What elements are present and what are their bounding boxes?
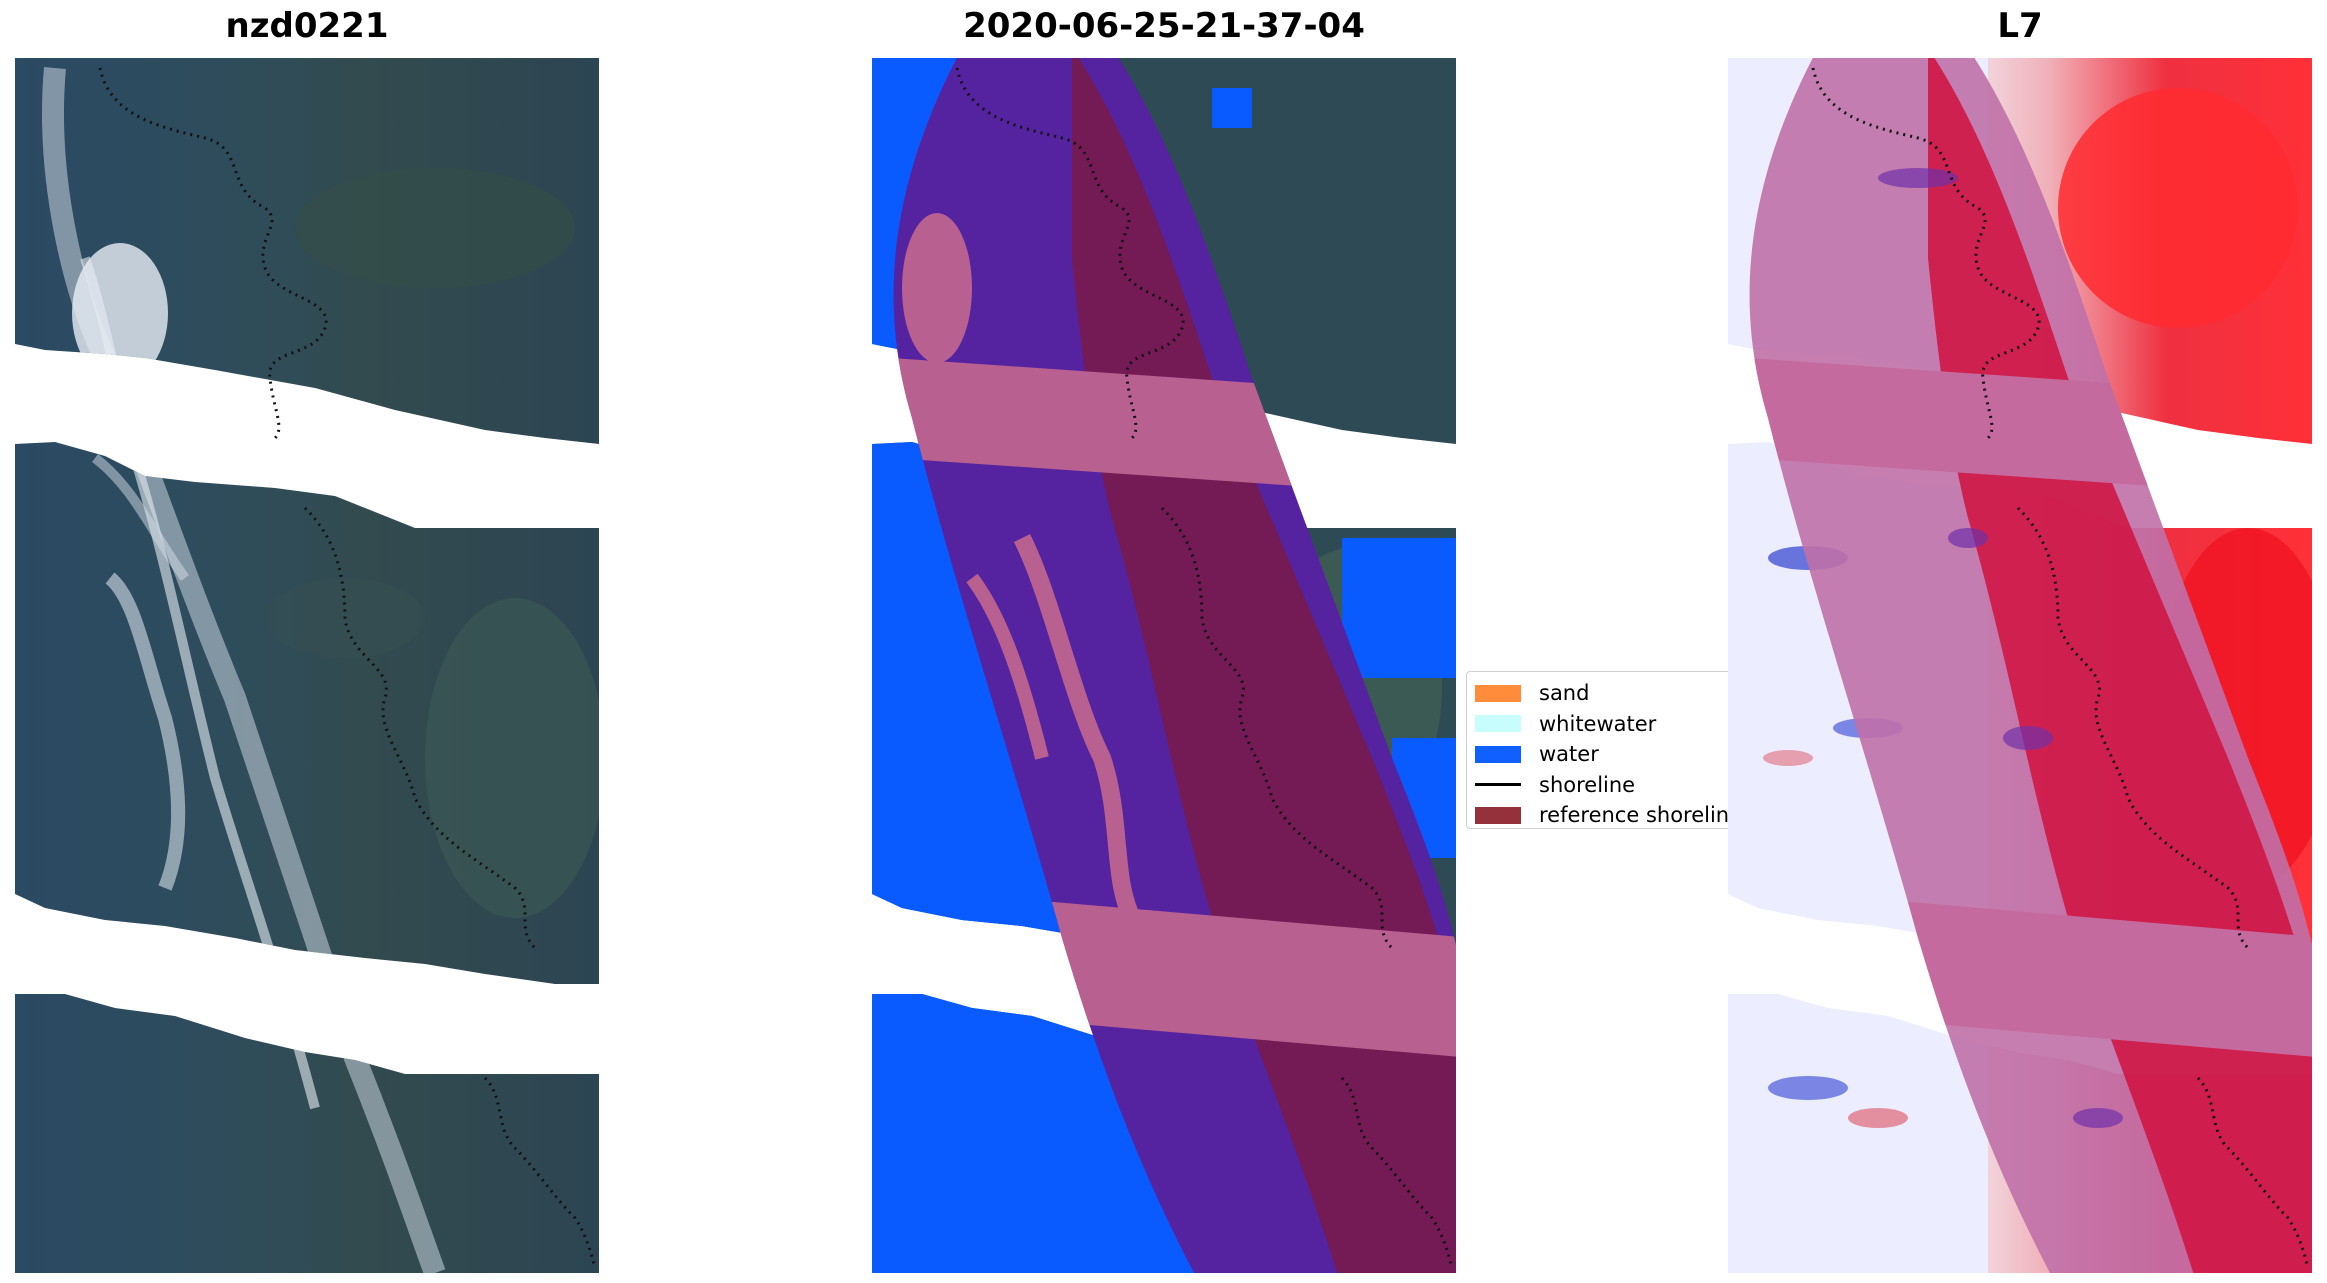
legend-item-sand: sand [1475,678,1733,709]
legend-item-water: water [1475,739,1733,770]
legend-swatch-whitewater [1475,715,1521,733]
panel-title-classified: 2020-06-25-21-37-04 [963,6,1365,46]
index-image [1728,58,2312,1273]
legend-item-reference-shoreline: reference shoreline [1475,800,1742,831]
legend-item-shoreline: shoreline [1475,770,1733,801]
legend-swatch-reference-shoreline [1475,806,1521,824]
panel-title-index: L7 [1997,6,2043,46]
legend-item-whitewater: whitewater [1475,709,1733,740]
legend-swatch-sand [1475,684,1521,702]
classified-image-panel [872,58,1456,1273]
legend-label: sand [1539,681,1590,706]
index-image-panel [1728,58,2312,1273]
panel-title-rgb: nzd0221 [225,6,389,46]
legend-label: water [1539,742,1599,767]
legend-swatch-water [1475,745,1521,763]
legend-label: reference shoreline [1539,803,1743,828]
legend: sand whitewater water shoreline referenc… [1466,671,1742,831]
legend-swatch-shoreline [1475,783,1521,787]
legend-label: shoreline [1539,772,1636,797]
rgb-image [15,58,599,1273]
rgb-image-panel [15,58,599,1273]
legend-label: whitewater [1539,711,1657,736]
classified-image [872,58,1456,1273]
